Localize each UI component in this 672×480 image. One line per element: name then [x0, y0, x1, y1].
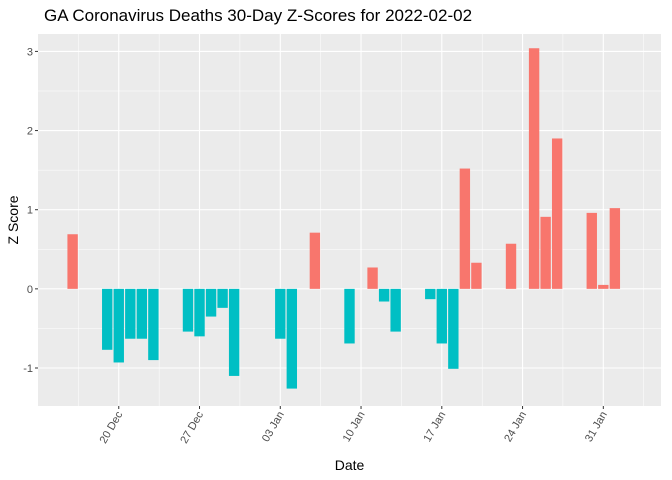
bar — [425, 288, 436, 300]
y-tick-label: 2 — [27, 126, 33, 138]
bar — [205, 288, 217, 317]
y-tick-label: 3 — [27, 46, 33, 58]
x-axis: 20 Dec 27 Dec 03 Jan 10 Jan 17 Jan 24 Jan 31 J… — [98, 406, 610, 446]
bar — [217, 288, 228, 308]
x-tick-label: 03 Jan — [260, 410, 287, 445]
bar — [286, 288, 298, 389]
x-tick-label: 27 Dec — [178, 409, 206, 446]
bar — [378, 288, 390, 302]
bar — [540, 216, 551, 289]
bar — [436, 288, 447, 344]
bar — [459, 168, 471, 289]
x-axis-title: Date — [335, 457, 365, 473]
bar — [528, 48, 540, 289]
bar — [228, 288, 240, 376]
bar — [136, 288, 148, 339]
bar — [551, 138, 563, 289]
bar — [125, 288, 136, 339]
bar — [148, 288, 159, 361]
x-tick-label: 31 Jan — [583, 410, 610, 445]
bar — [609, 208, 621, 289]
x-tick-label: 10 Jan — [341, 410, 368, 445]
bar — [67, 234, 78, 289]
bar — [448, 288, 459, 369]
bar — [194, 288, 205, 337]
bar — [309, 232, 321, 289]
x-tick-label: 24 Jan — [502, 410, 529, 445]
bar — [102, 288, 113, 350]
y-axis-title: Z Score — [5, 195, 21, 244]
chart-title: GA Coronavirus Deaths 30-Day Z-Scores fo… — [44, 6, 473, 25]
bar — [275, 288, 286, 339]
y-axis: -1 0 1 2 3 — [23, 46, 38, 375]
y-tick-label: 1 — [27, 205, 33, 217]
x-tick-label: 20 Dec — [98, 409, 126, 446]
bar — [586, 212, 597, 289]
bar — [390, 288, 401, 332]
bar — [113, 288, 124, 363]
bar — [182, 288, 194, 332]
bar — [344, 288, 355, 344]
bars — [67, 48, 621, 389]
plot-panel — [38, 34, 661, 406]
bar — [367, 267, 378, 289]
y-tick-label: 0 — [27, 284, 33, 296]
bar — [505, 243, 517, 289]
bar — [598, 284, 609, 289]
x-tick-label: 17 Jan — [421, 410, 448, 445]
bar — [471, 262, 482, 289]
y-tick-label: -1 — [23, 363, 33, 375]
